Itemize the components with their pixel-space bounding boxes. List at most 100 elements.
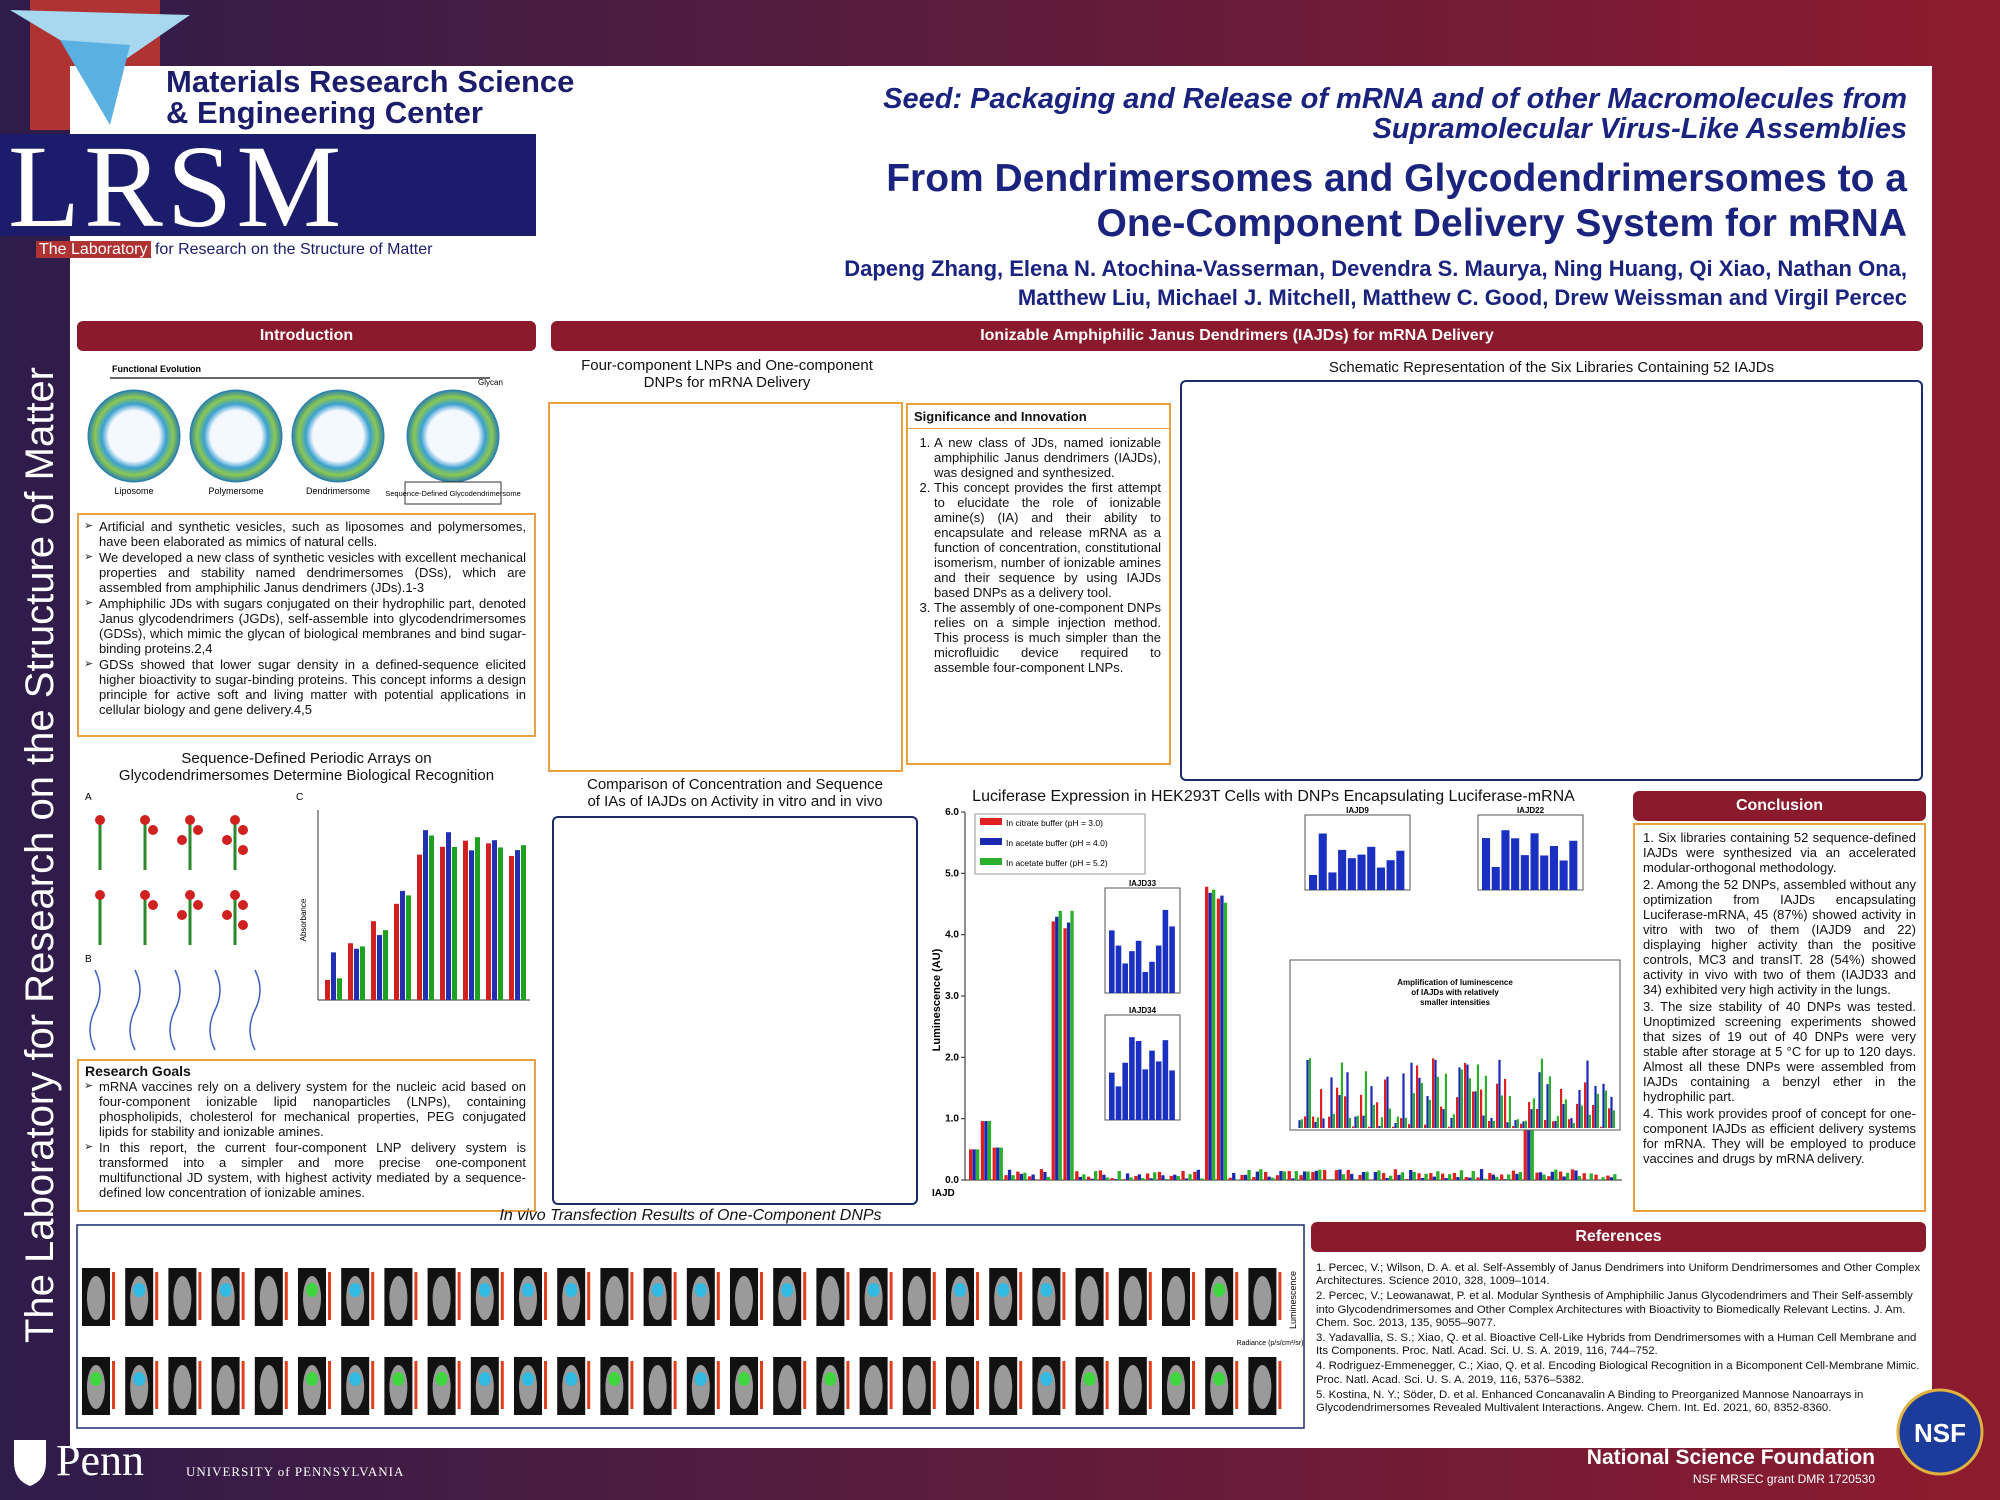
inset-bar: [1330, 1077, 1333, 1128]
bar: [492, 840, 497, 1000]
inset-bar: [1500, 1095, 1503, 1128]
bar: [972, 1149, 976, 1180]
scale-bar: [846, 1361, 850, 1409]
bar: [1609, 1177, 1613, 1180]
bar: [1542, 1174, 1546, 1180]
signal: [306, 1283, 318, 1297]
logo-text: LRSM: [8, 121, 346, 252]
bar: [1432, 1176, 1436, 1180]
inset-bar: [1520, 1123, 1523, 1128]
fig-label: Liposome: [114, 486, 153, 496]
bar: [1420, 1178, 1425, 1180]
inset-title: IAJD9: [1346, 806, 1369, 815]
scale-bar: [587, 1272, 591, 1320]
bar: [1161, 1175, 1165, 1180]
inset-bar: [1456, 1097, 1459, 1128]
inset-bar: [1608, 1108, 1611, 1128]
bar: [1538, 1172, 1543, 1180]
bar: [1078, 1176, 1082, 1180]
bar: [1232, 1172, 1236, 1180]
inset-bar: [1570, 1118, 1573, 1128]
scale-bar: [1278, 1272, 1282, 1320]
y-tick-label: 4.0: [945, 930, 959, 941]
bar: [383, 930, 388, 1000]
legend-box: [974, 813, 1146, 875]
inset-bar: [1410, 1062, 1413, 1128]
signal: [1213, 1372, 1226, 1386]
bar: [1566, 1172, 1570, 1180]
scale-bar: [241, 1361, 245, 1409]
panel-label: A: [85, 792, 92, 803]
signal: [781, 1283, 794, 1297]
inset-bar: [1532, 1098, 1535, 1128]
sugar: [238, 825, 248, 835]
scale-bar: [716, 1272, 720, 1320]
scale-bar: [673, 1272, 677, 1320]
bar: [1582, 1173, 1586, 1180]
inset-bar: [1448, 1126, 1451, 1128]
inset-bar: [1404, 1117, 1407, 1128]
bar: [1193, 1171, 1197, 1180]
mouse: [907, 1365, 926, 1409]
bar: [325, 980, 330, 1000]
inset-bar: [1135, 940, 1142, 993]
signal: [565, 1283, 578, 1297]
bar: [1146, 1173, 1150, 1180]
sugar: [230, 890, 240, 900]
bar: [1436, 1171, 1440, 1180]
sugar: [185, 815, 195, 825]
bar: [1169, 1175, 1173, 1180]
center-name: Materials Research Science & Engineering…: [166, 66, 574, 128]
mouse: [605, 1276, 624, 1320]
bar: [1043, 1172, 1047, 1180]
vesicle: [406, 389, 500, 483]
inset-bar: [1312, 1116, 1315, 1128]
bar: [1117, 1171, 1121, 1180]
sugar: [140, 890, 150, 900]
inset-bar: [1530, 1109, 1533, 1128]
sugar: [148, 900, 158, 910]
mouse: [1123, 1365, 1142, 1409]
conclusion-box: 1. Six libraries containing 52 sequence-…: [1633, 823, 1926, 1212]
mouse: [1167, 1365, 1185, 1409]
scale-bar: [457, 1272, 461, 1320]
inset-bar: [1418, 1077, 1421, 1128]
signal: [522, 1283, 534, 1297]
axis-label: Luminescence (AU): [931, 948, 943, 1051]
bar: [1441, 1173, 1445, 1180]
significance-list: A new class of JDs, named ionizable amph…: [908, 429, 1169, 675]
legend-label: In citrate buffer (pH = 3.0): [1006, 818, 1103, 828]
list-item: 5. Kostina, N. Y.; Söder, D. et al. Enha…: [1316, 1388, 1864, 1415]
inset-bar: [1344, 1096, 1347, 1128]
inset-bar: [1568, 1119, 1571, 1128]
scale-bar: [1148, 1272, 1152, 1320]
inset-note: smaller intensities: [1420, 998, 1490, 1007]
intro-list: Artificial and synthetic vesicles, such …: [79, 515, 534, 717]
significance-box: Significance and Innovation A new class …: [906, 403, 1171, 765]
inset-bar: [1476, 1064, 1479, 1128]
inset-bar: [1376, 867, 1385, 890]
logo-wing: [60, 40, 130, 125]
bar: [1405, 1179, 1409, 1180]
inset-bar: [1612, 1110, 1615, 1128]
signal: [349, 1372, 362, 1386]
vesicle: [87, 389, 181, 483]
bar: [1031, 1174, 1035, 1180]
bar: [1535, 1172, 1539, 1180]
scale-bar: [414, 1272, 418, 1320]
mouse: [259, 1276, 278, 1320]
signal: [1083, 1372, 1096, 1386]
bar: [1216, 898, 1221, 1180]
penn-shield: [14, 1440, 46, 1486]
inset-bar: [1356, 1115, 1359, 1128]
inset-bar: [1520, 855, 1529, 890]
bar: [1235, 1179, 1239, 1180]
title-line: DNPs for mRNA Delivery: [643, 374, 811, 391]
inset-bar: [1549, 846, 1558, 890]
inset-bar: [1498, 1059, 1501, 1128]
mouse: [475, 1276, 494, 1320]
scale-bar: [1235, 1361, 1239, 1409]
inset-bar: [1472, 1091, 1475, 1128]
mouse: [562, 1276, 581, 1320]
bar: [1373, 1172, 1377, 1180]
